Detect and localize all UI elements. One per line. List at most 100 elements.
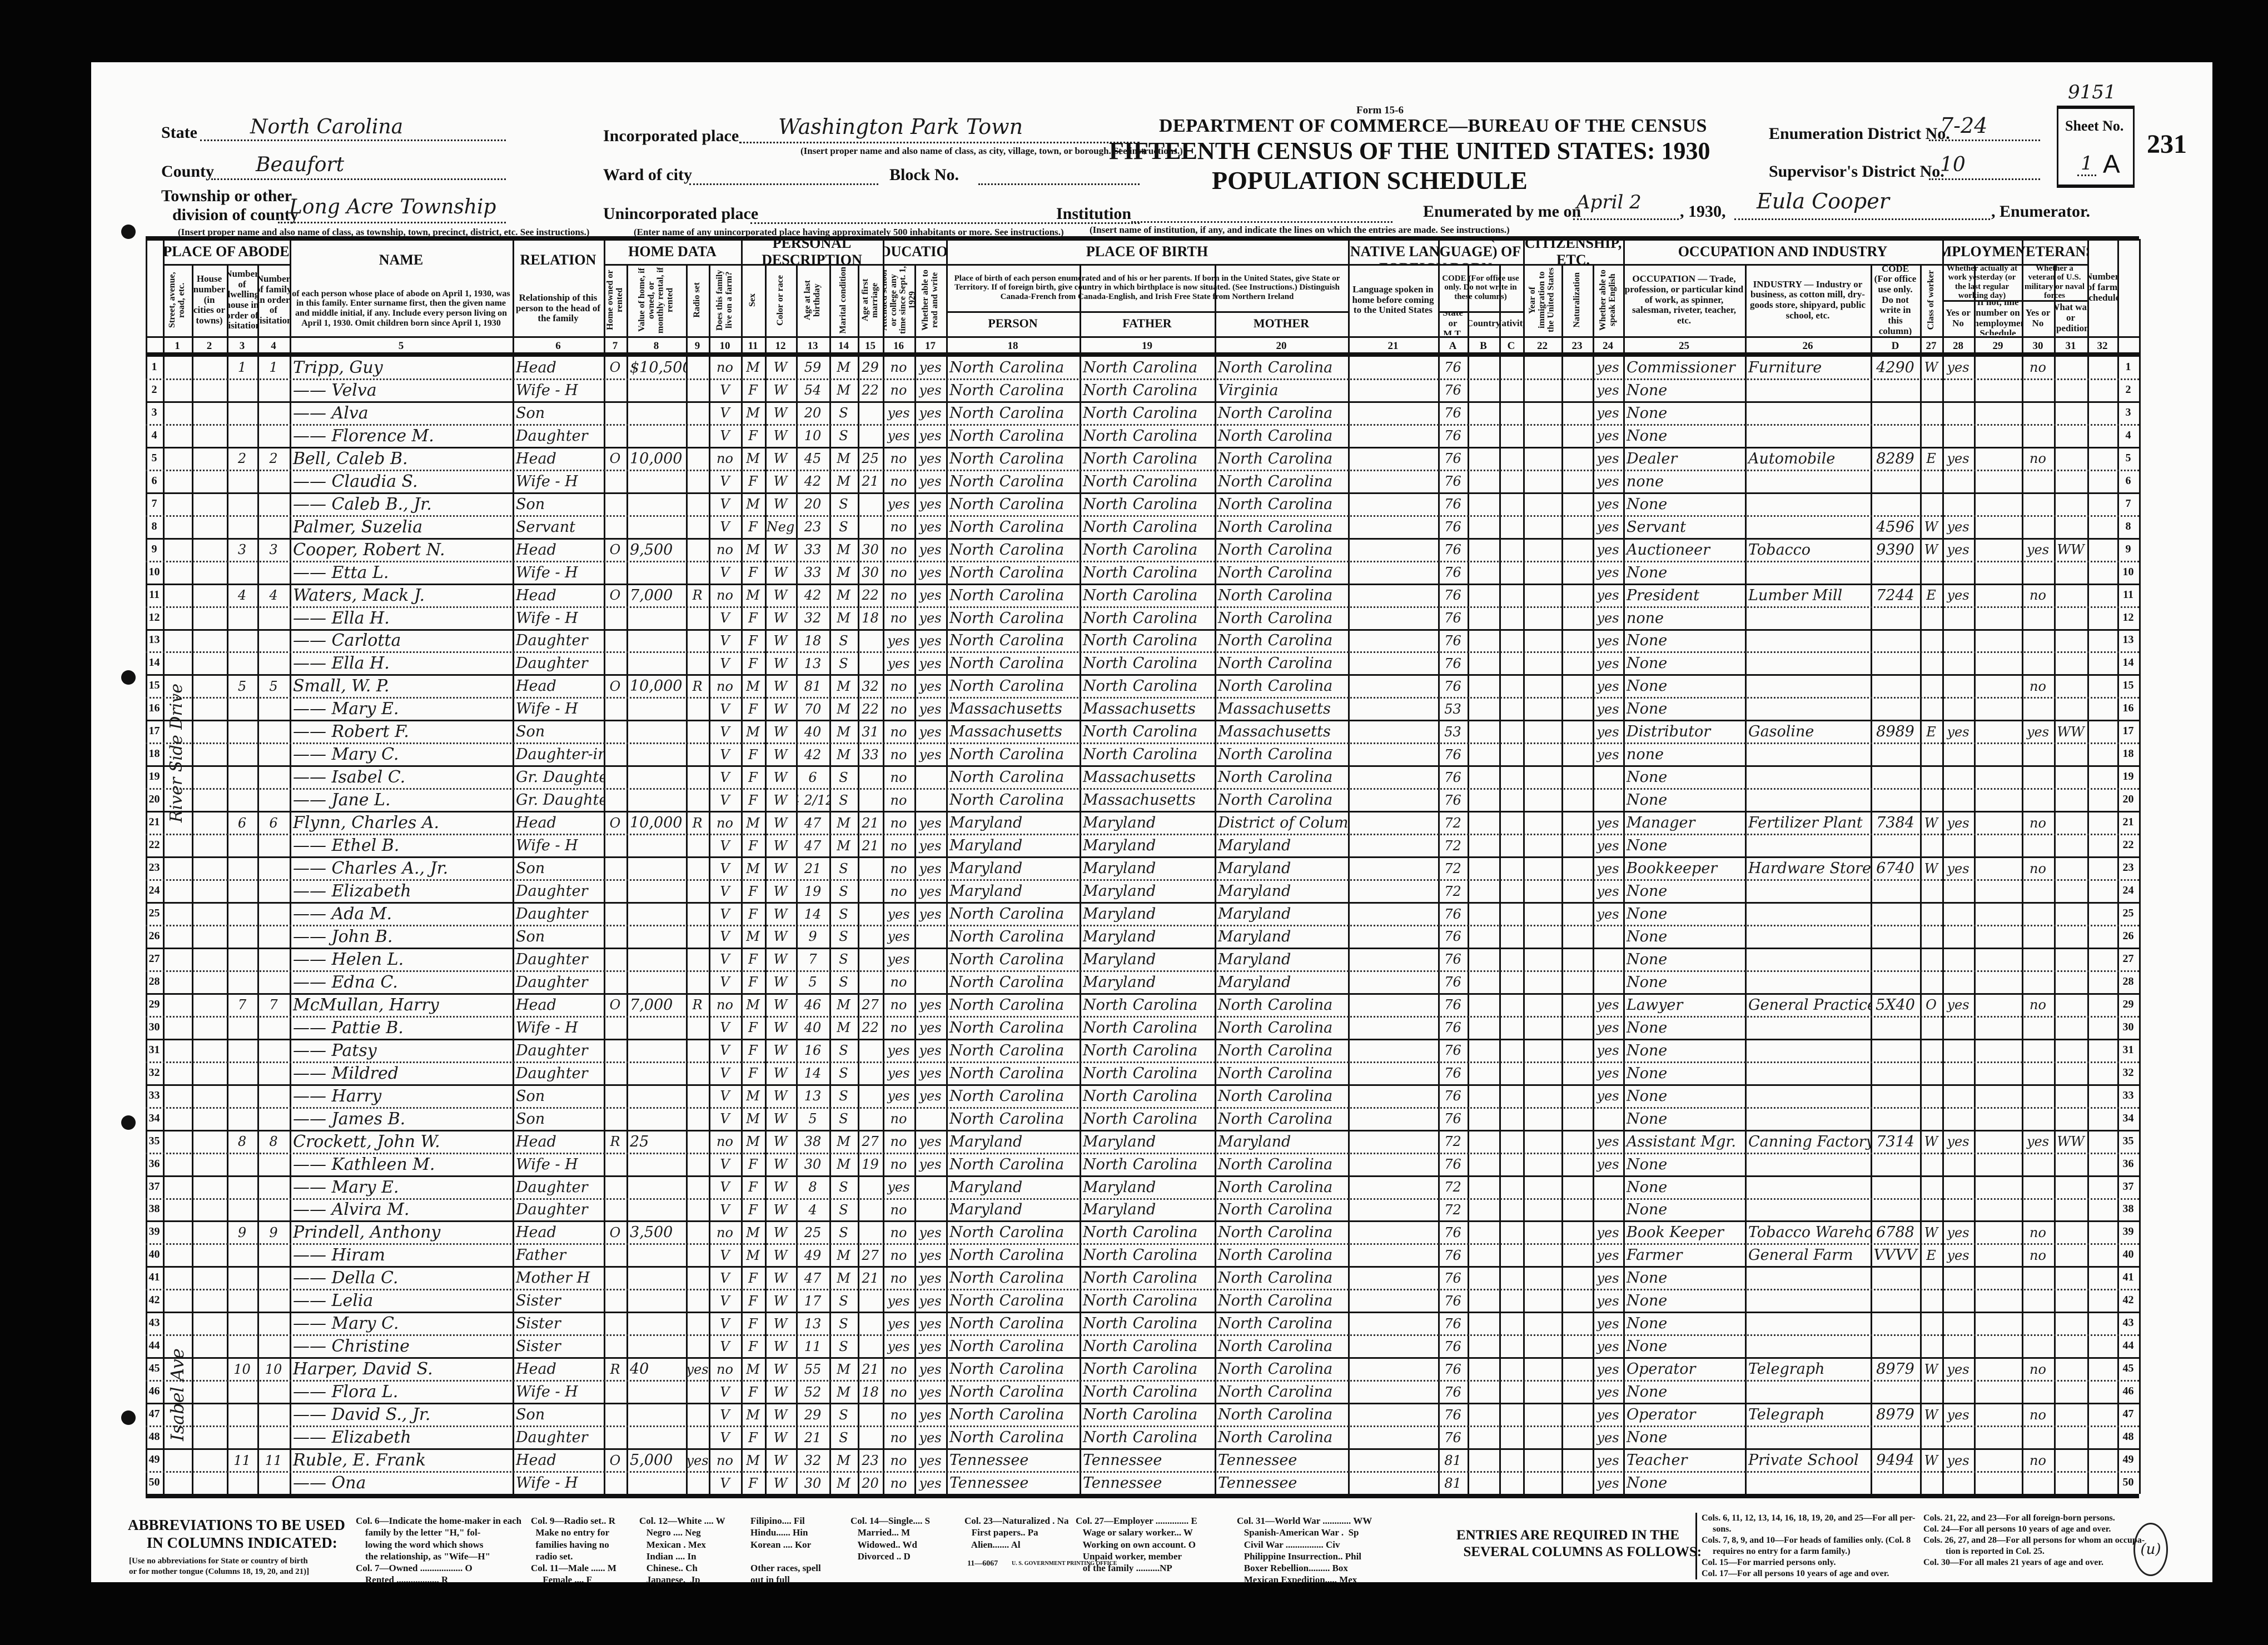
cell-code-a: 76	[1444, 1361, 1461, 1377]
cell-dwelling: 5	[237, 678, 247, 694]
cell-sex: F	[748, 792, 758, 808]
cell-relation: Son	[516, 1087, 545, 1105]
cell-school: no	[890, 746, 907, 762]
cell-relation: Son	[516, 1406, 545, 1424]
column-number-class: 27	[1926, 340, 1937, 352]
cell-race: W	[773, 997, 788, 1013]
cell-value: $10,500	[630, 358, 686, 376]
grid-line	[1348, 239, 1350, 1494]
cell-sex: F	[748, 838, 758, 854]
cell-value: 3,500	[630, 1224, 673, 1242]
cell-age: 81	[804, 678, 822, 694]
column-header-family: Number of family in order of visitation	[257, 265, 290, 335]
cell-age: 45	[804, 451, 822, 467]
cell-birth-person: North Carolina	[949, 1155, 1065, 1173]
cell-relation: Daughter	[516, 1064, 588, 1082]
cell-farm: V	[720, 610, 730, 626]
cell-age: 10	[804, 428, 822, 444]
cell-birth-father: Maryland	[1083, 1133, 1156, 1150]
cell-owned: O	[609, 1452, 621, 1468]
cell-at-work: yes	[1947, 1247, 1969, 1263]
cell-read: yes	[919, 382, 942, 398]
cell-farm: V	[720, 860, 730, 876]
cell-age: 7	[808, 951, 817, 968]
cell-relation: Head	[516, 1224, 556, 1242]
enumerator-label: , Enumerator.	[1991, 202, 2091, 221]
cell-age-married: 29	[862, 360, 879, 376]
grid-line	[163, 264, 290, 266]
cell-birth-mother: Tennessee	[1218, 1452, 1297, 1469]
cell-read: yes	[919, 1315, 942, 1332]
cell-code-a: 76	[1444, 792, 1461, 808]
cell-code-d: 5X40	[1876, 996, 1915, 1014]
cell-relation: Head	[516, 541, 556, 559]
cell-veteran: no	[2030, 1361, 2046, 1377]
group-header-birth: PLACE OF BIRTH	[1086, 243, 1208, 260]
cell-birth-mother: North Carolina	[1218, 1429, 1333, 1447]
grid-line	[1623, 264, 1942, 266]
cell-dwelling: 7	[237, 997, 247, 1013]
cell-race: W	[773, 496, 788, 512]
line-number: 42	[148, 1294, 160, 1307]
cell-code-d: 8289	[1876, 450, 1914, 467]
column-number-family: 4	[271, 340, 276, 352]
punch-hole	[121, 1115, 136, 1130]
cell-school: no	[890, 815, 907, 831]
cell-school: no	[890, 678, 907, 694]
cell-read: yes	[919, 724, 942, 740]
cell-race: W	[773, 1407, 788, 1423]
cell-industry: Telegraph	[1748, 1360, 1825, 1378]
cell-school: no	[890, 1407, 907, 1423]
cell-relation: Head	[516, 586, 556, 604]
cell-relation: Son	[516, 860, 545, 878]
column-header-street: Street, avenue, road, etc.	[163, 265, 192, 335]
column-label: Color or race	[775, 275, 785, 326]
cell-read: yes	[919, 1429, 942, 1445]
township-field: Long Acre Township	[278, 196, 506, 223]
corner-mark: (u)	[2133, 1523, 2168, 1576]
cell-race: W	[773, 1293, 788, 1309]
line-number-right: 28	[2122, 975, 2134, 988]
footer-col12-more: Filipino.... Fil Hindu...... Hin Korean …	[750, 1516, 821, 1586]
cell-at-work: yes	[1947, 724, 1969, 740]
cell-school: yes	[887, 1065, 910, 1081]
cell-read: yes	[919, 519, 942, 535]
column-header-birth-mother: MOTHER	[1215, 312, 1348, 335]
census-sheet	[91, 62, 2212, 1582]
cell-code-a: 76	[1444, 382, 1461, 398]
cell-marital: M	[837, 360, 850, 376]
column-header-war: What war or expedition?	[2054, 301, 2087, 335]
cell-english: yes	[1596, 519, 1619, 535]
cell-sex: F	[748, 1293, 758, 1309]
cell-name: —— Mary C.	[293, 1314, 399, 1334]
cell-school: no	[890, 1157, 907, 1173]
cell-read: yes	[919, 360, 942, 376]
cell-age: 17	[804, 1293, 822, 1309]
cell-race: W	[773, 565, 788, 581]
grid-line	[1942, 239, 1944, 1494]
line-number-right: 29	[2122, 998, 2134, 1010]
cell-race: W	[773, 769, 788, 785]
cell-sex: M	[746, 451, 760, 467]
cell-race: W	[773, 1020, 788, 1036]
cell-class: W	[1924, 1452, 1938, 1468]
cell-race: W	[773, 1452, 788, 1468]
cell-read: yes	[919, 1224, 942, 1240]
cell-occupation: None	[1627, 791, 1668, 809]
cell-relation: Sister	[516, 1315, 561, 1333]
line-number: 34	[148, 1111, 160, 1124]
cell-age: 25	[804, 1224, 822, 1240]
cell-occupation: None	[1627, 655, 1668, 672]
cell-sex: F	[748, 632, 758, 649]
grid-line	[146, 902, 2139, 904]
cell-name: McMullan, Harry	[293, 995, 439, 1015]
line-number: 19	[148, 770, 160, 783]
cell-occupation: None	[1627, 883, 1668, 900]
cell-family: 2	[269, 451, 278, 467]
grid-line	[741, 264, 883, 266]
cell-age: 30	[804, 1475, 822, 1491]
column-header-industry: INDUSTRY — Industry or business, as cott…	[1745, 265, 1871, 335]
column-header-relation: Relationship of this person to the head …	[513, 282, 604, 335]
cell-age: 42	[804, 746, 822, 762]
cell-occupation: Lawyer	[1627, 996, 1683, 1014]
